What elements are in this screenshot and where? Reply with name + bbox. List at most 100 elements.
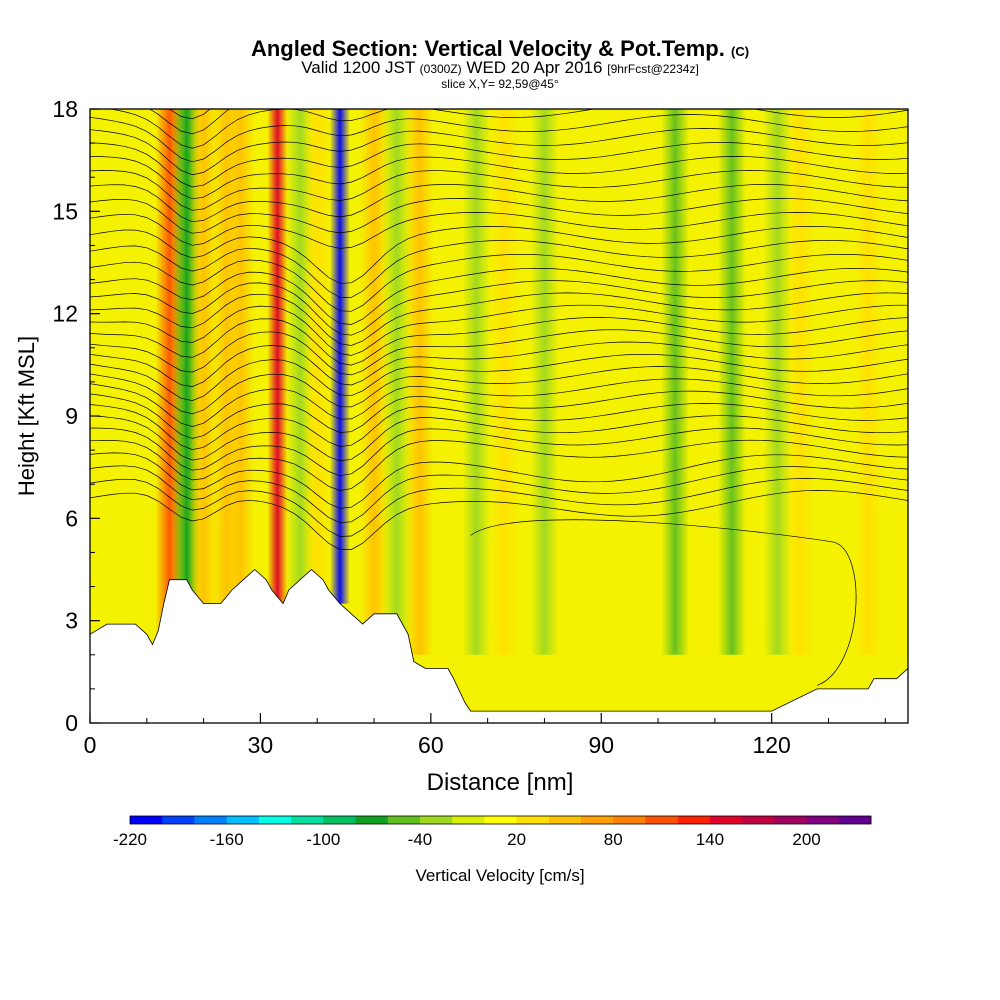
y-tick-label: 18 xyxy=(52,96,78,122)
colorbar-tick-label: 20 xyxy=(507,830,526,849)
isentrope-line xyxy=(90,403,908,450)
isentrope-line xyxy=(90,439,908,491)
colorbar-tick-label: 200 xyxy=(792,830,820,849)
y-tick-label: 12 xyxy=(52,301,78,327)
velocity-column xyxy=(854,109,883,655)
isentrope-line xyxy=(90,292,908,346)
isentrope-line xyxy=(90,390,908,439)
chart-title-units: (C) xyxy=(731,44,750,59)
isentrope-line xyxy=(90,226,908,284)
velocity-column xyxy=(490,109,519,655)
isentrope-line xyxy=(90,253,908,312)
isentrope-line xyxy=(90,114,908,163)
isentrope-line xyxy=(108,109,908,149)
isentrope-line xyxy=(90,378,908,427)
colorbar-swatch xyxy=(548,816,582,824)
colorbar-swatch xyxy=(838,816,872,824)
plot-area xyxy=(90,59,908,723)
velocity-column xyxy=(303,109,332,655)
isentrope-line xyxy=(90,366,908,415)
colorbar-swatch xyxy=(774,816,807,824)
valid-utc: (0300Z) xyxy=(419,62,462,76)
slice-info: slice X,Y= 92,59@45° xyxy=(441,77,559,91)
x-tick-label: 120 xyxy=(752,732,790,758)
x-axis-label: Distance [nm] xyxy=(427,769,574,796)
isentrope-line xyxy=(90,170,908,211)
colorbar-swatch xyxy=(194,816,228,824)
x-tick-label: 30 xyxy=(248,732,274,758)
velocity-column xyxy=(530,109,559,655)
colorbar-swatch xyxy=(645,816,679,824)
isentrope-line xyxy=(90,329,908,376)
colorbar-tick-label: 140 xyxy=(696,830,724,849)
velocity-column xyxy=(267,109,288,604)
x-tick-label: 0 xyxy=(84,732,97,758)
y-tick-label: 0 xyxy=(65,710,78,736)
isentrope-line xyxy=(90,478,908,537)
isentrope-line xyxy=(90,184,908,223)
y-tick-label: 6 xyxy=(65,505,78,531)
isentrope-line xyxy=(90,280,908,336)
isentrope-line xyxy=(90,198,908,234)
y-axis-label: Height [Kft MSL] xyxy=(14,336,39,496)
valid-prefix: Valid 1200 JST xyxy=(301,58,415,77)
velocity-column xyxy=(717,109,746,655)
colorbar-swatch xyxy=(355,816,389,824)
isentrope-line xyxy=(90,239,908,298)
isentrope-line xyxy=(148,109,231,135)
colorbar-frame xyxy=(129,815,872,825)
isentrope-line xyxy=(90,59,908,104)
x-tick-label: 60 xyxy=(418,732,444,758)
isentrope-line xyxy=(90,415,908,462)
velocity-column xyxy=(405,109,434,655)
colorbar-swatch xyxy=(484,816,518,824)
isentrope-line xyxy=(90,212,908,249)
colorbar-swatch xyxy=(162,816,195,824)
isentrope-line xyxy=(90,267,908,325)
velocity-column xyxy=(329,109,350,604)
isentrope-line xyxy=(90,317,908,366)
chart-title-main: Angled Section: Vertical Velocity & Pot.… xyxy=(250,36,725,61)
colorbar-swatch xyxy=(419,816,453,824)
colorbar-swatch xyxy=(806,816,840,824)
forecast-tag: [9hrFcst@2234z] xyxy=(607,62,699,76)
colorbar-tick-label: 80 xyxy=(604,830,623,849)
isentrope-line xyxy=(90,156,908,200)
x-tick-label: 90 xyxy=(588,732,614,758)
colorbar-swatch xyxy=(130,816,163,824)
colorbar-tick-label: -160 xyxy=(210,830,244,849)
chart-subtitle: Valid 1200 JST (0300Z) WED 20 Apr 2016 [… xyxy=(0,58,1000,78)
isentrope-line xyxy=(90,128,908,176)
colorbar-swatch xyxy=(581,816,614,824)
isentrope-line xyxy=(90,353,908,401)
colorbar-swatch xyxy=(742,816,775,824)
isentrope-line xyxy=(90,490,908,550)
chart-title: Angled Section: Vertical Velocity & Pot.… xyxy=(0,36,1000,62)
y-tick-label: 9 xyxy=(65,403,78,429)
valid-date: WED 20 Apr 2016 xyxy=(466,58,603,77)
colorbar-swatch xyxy=(677,816,711,824)
colorbar-swatch xyxy=(613,816,646,824)
colorbar-swatch xyxy=(258,816,292,824)
colorbar-swatch xyxy=(709,816,743,824)
isentrope-line xyxy=(90,142,908,188)
colorbar-swatch xyxy=(387,816,421,824)
isentrope-line xyxy=(90,452,908,509)
colorbar-swatch xyxy=(452,816,485,824)
colorbar: -220 -160 -100 -40 20 80 140 200 xyxy=(113,815,872,849)
y-tick-label: 15 xyxy=(52,198,78,224)
colorbar-tick-label: -100 xyxy=(306,830,340,849)
colorbar-swatch xyxy=(291,816,324,824)
isentrope-line xyxy=(90,427,908,477)
colorbar-tick-label: -40 xyxy=(408,830,433,849)
terrain xyxy=(90,568,908,723)
velocity-column xyxy=(661,109,690,655)
colorbar-swatch xyxy=(516,816,550,824)
colorbar-swatch xyxy=(226,816,260,824)
isentrope-line xyxy=(90,304,908,356)
velocity-column xyxy=(226,109,255,655)
isentrope-line xyxy=(90,465,908,524)
colorbar-label: Vertical Velocity [cm/s] xyxy=(415,866,584,885)
isentrope-line xyxy=(90,341,908,387)
